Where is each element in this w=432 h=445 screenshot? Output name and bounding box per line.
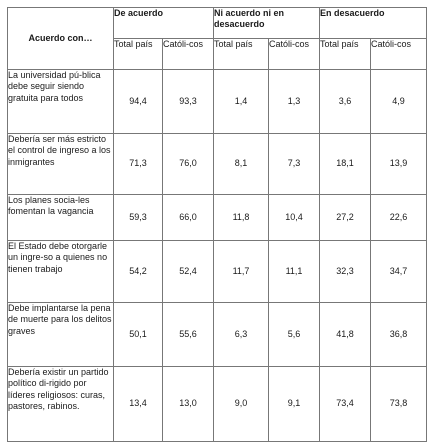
cell-value: 73,8 <box>370 366 428 442</box>
cell-value: 52,4 <box>162 240 214 303</box>
subheader-total-pais: Total país <box>113 38 163 70</box>
cell-value: 4,9 <box>370 69 428 134</box>
cell-value: 50,1 <box>113 302 163 367</box>
row-label: La universidad pú-blica debe seguir sien… <box>7 69 114 134</box>
cell-value: 7,3 <box>267 133 321 195</box>
group-header-en-desacuerdo: En desacuerdo <box>319 7 428 39</box>
subheader-total-pais: Total país <box>319 38 372 70</box>
cell-value: 9,0 <box>213 366 269 442</box>
row-label: El Estado debe otorgarle un ingre-so a q… <box>7 240 114 303</box>
row-label: Debe implantarse la pena de muerte para … <box>7 302 114 367</box>
cell-value: 55,6 <box>162 302 214 367</box>
row-label: Debería existir un partido político di-r… <box>7 366 114 442</box>
cell-value: 76,0 <box>162 133 214 195</box>
row-label: Los planes socia-les fomentan la vaganci… <box>7 194 114 241</box>
cell-value: 54,2 <box>113 240 163 303</box>
subheader-catolicos: Católi-cos <box>370 38 428 70</box>
table-row: Debe implantarse la pena de muerte para … <box>7 302 428 367</box>
cell-value: 27,2 <box>319 194 372 241</box>
cell-value: 9,1 <box>267 366 321 442</box>
subheader-catolicos: Católi-cos <box>162 38 214 70</box>
table-row: Debería existir un partido político di-r… <box>7 366 428 442</box>
subheader-total-pais: Total país <box>213 38 269 70</box>
cell-value: 11,8 <box>213 194 269 241</box>
cell-value: 13,4 <box>113 366 163 442</box>
cell-value: 8,1 <box>213 133 269 195</box>
row-label: Debería ser más estricto el control de i… <box>7 133 114 195</box>
subheader-catolicos: Católi-cos <box>267 38 321 70</box>
cell-value: 94,4 <box>113 69 163 134</box>
corner-header: Acuerdo con… <box>7 7 114 70</box>
cell-value: 36,8 <box>370 302 428 367</box>
survey-table: Acuerdo con… De acuerdo Ni acuerdo ni en… <box>7 7 428 442</box>
cell-value: 1,4 <box>213 69 269 134</box>
cell-value: 5,6 <box>267 302 321 367</box>
table-row: La universidad pú-blica debe seguir sien… <box>7 69 428 134</box>
cell-value: 3,6 <box>319 69 372 134</box>
cell-value: 59,3 <box>113 194 163 241</box>
cell-value: 34,7 <box>370 240 428 303</box>
cell-value: 66,0 <box>162 194 214 241</box>
group-header-de-acuerdo: De acuerdo <box>113 7 214 39</box>
cell-value: 13,9 <box>370 133 428 195</box>
cell-value: 73,4 <box>319 366 372 442</box>
group-header-ni-acuerdo: Ni acuerdo ni en desacuerdo <box>212 7 321 39</box>
cell-value: 1,3 <box>267 69 321 134</box>
cell-value: 6,3 <box>213 302 269 367</box>
cell-value: 22,6 <box>370 194 428 241</box>
cell-value: 11,1 <box>267 240 321 303</box>
cell-value: 11,7 <box>213 240 269 303</box>
cell-value: 71,3 <box>113 133 163 195</box>
table-row: Los planes socia-les fomentan la vaganci… <box>7 194 428 241</box>
cell-value: 10,4 <box>267 194 321 241</box>
cell-value: 93,3 <box>162 69 214 134</box>
cell-value: 18,1 <box>319 133 372 195</box>
cell-value: 13,0 <box>162 366 214 442</box>
table-row: Debería ser más estricto el control de i… <box>7 133 428 195</box>
table-row: El Estado debe otorgarle un ingre-so a q… <box>7 240 428 303</box>
cell-value: 41,8 <box>319 302 372 367</box>
cell-value: 32,3 <box>319 240 372 303</box>
